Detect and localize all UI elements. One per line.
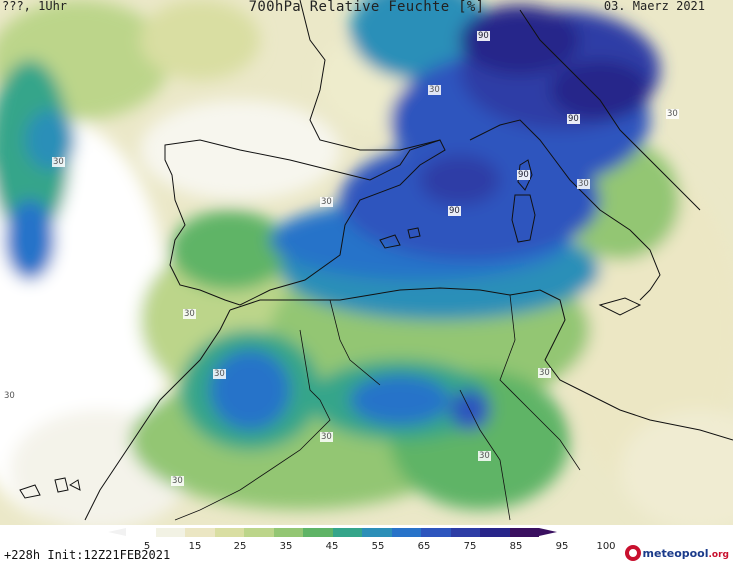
contour-label: 30 — [52, 157, 65, 167]
colorbar-segment — [244, 528, 274, 537]
colorbar-tick-label: 15 — [188, 541, 202, 552]
weather-map: 90 30 90 30 90 30 90 30 30 30 30 30 30 3… — [0, 0, 733, 525]
colorbar-tick-label: 75 — [463, 541, 477, 552]
contour-label: 30 — [3, 391, 16, 401]
colorbar-segment — [273, 528, 303, 537]
colorbar-tick-label: 85 — [509, 541, 523, 552]
colorbar-min-arrow — [108, 528, 126, 536]
contour-label: 30 — [183, 309, 196, 319]
contour-label: 30 — [577, 179, 590, 189]
colorbar-segment — [126, 528, 156, 537]
colorbar-tick-label: 65 — [417, 541, 431, 552]
contour-label: 30 — [478, 451, 491, 461]
colorbar-tick-label: 35 — [279, 541, 293, 552]
colorbar-segment — [480, 528, 510, 537]
colorbar-segment — [303, 528, 333, 537]
contour-label: 30 — [320, 432, 333, 442]
forecast-label: ???, 1Uhr — [2, 0, 68, 13]
logo-text: meteopool.org — [643, 547, 729, 560]
logo-icon — [624, 545, 641, 561]
colorbar-segment — [362, 528, 392, 537]
colorbar — [108, 528, 557, 537]
colorbar-tick-label: 45 — [325, 541, 339, 552]
colorbar-segment — [391, 528, 421, 537]
colorbar-tick-label: 5 — [143, 541, 151, 552]
map-title: 700hPa Relative Feuchte [%] — [248, 0, 485, 15]
contour-label: 30 — [666, 109, 679, 119]
forecast-date: 03. Maerz 2021 — [603, 0, 705, 13]
colorbar-segment — [421, 528, 451, 537]
humidity-field — [0, 0, 733, 525]
logo-main-text: meteopool — [642, 546, 709, 560]
colorbar-ticks: 5 15 25 35 45 55 65 75 85 95 100 — [0, 541, 733, 553]
colorbar-tick-label: 100 — [596, 541, 616, 552]
colorbar-segment — [155, 528, 185, 537]
contour-label: 30 — [213, 369, 226, 379]
colorbar-tick-label: 55 — [371, 541, 385, 552]
colorbar-tick-label: 25 — [233, 541, 247, 552]
contour-label: 30 — [171, 476, 184, 486]
contour-label: 90 — [567, 114, 580, 124]
colorbar-tick-label: 95 — [555, 541, 569, 552]
contour-label: 30 — [428, 85, 441, 95]
contour-label: 90 — [448, 206, 461, 216]
colorbar-segment — [450, 528, 480, 537]
contour-label: 30 — [538, 368, 551, 378]
logo-suffix-text: .org — [708, 549, 729, 560]
init-time: +228h Init:12Z21FEB2021 — [4, 548, 171, 562]
colorbar-max-arrow — [539, 528, 557, 536]
colorbar-segment — [185, 528, 215, 537]
contour-label: 30 — [320, 197, 333, 207]
contour-label: 90 — [477, 31, 490, 41]
meteopool-logo[interactable]: meteopool.org — [624, 545, 729, 561]
colorbar-segment — [332, 528, 362, 537]
contour-label: 90 — [517, 170, 530, 180]
colorbar-segment — [509, 528, 539, 537]
colorbar-segment — [214, 528, 244, 537]
